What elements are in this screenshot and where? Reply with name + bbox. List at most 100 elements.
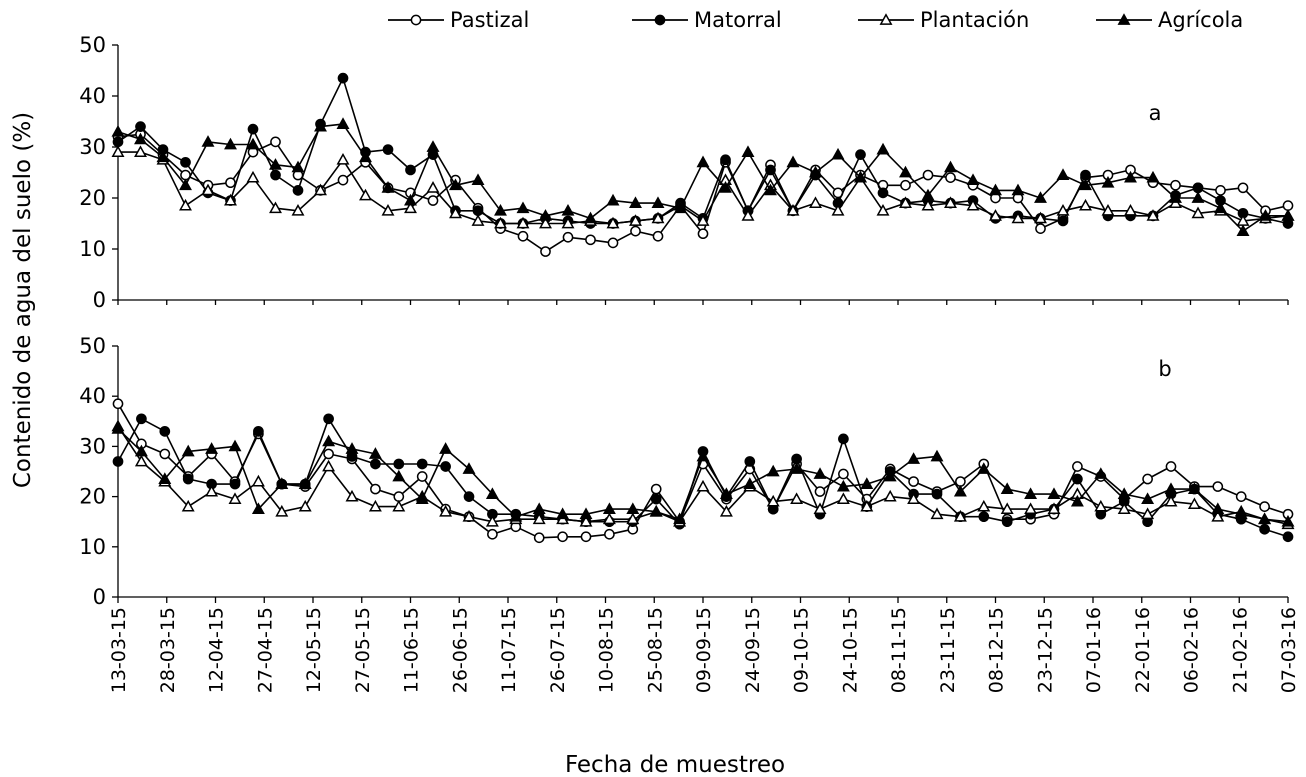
data-point [337, 72, 349, 84]
data-point [393, 458, 405, 470]
data-point [416, 471, 428, 482]
data-point [135, 121, 146, 132]
data-point [1165, 461, 1177, 472]
x-tick-label: 07-03-16 [1278, 607, 1300, 693]
data-point [626, 512, 640, 525]
data-point [607, 237, 619, 249]
data-point [269, 158, 282, 170]
data-point [1281, 209, 1295, 221]
data-point [1124, 170, 1137, 183]
data-point [224, 193, 237, 206]
series-matorral [112, 413, 1294, 543]
data-point [1281, 514, 1295, 527]
y-tick-label: 20 [79, 485, 106, 509]
data-point [228, 492, 242, 505]
data-point [134, 444, 148, 457]
y-tick-label: 10 [79, 535, 106, 559]
data-point [1237, 182, 1249, 194]
legend-label: Pastizal [450, 8, 529, 32]
x-tick-label: 23-12-15 [1034, 607, 1056, 693]
data-point [1101, 175, 1115, 188]
x-tick-label: 23-11-15 [937, 607, 959, 693]
data-point [1056, 204, 1070, 216]
data-point [415, 492, 429, 505]
data-point [463, 491, 475, 502]
data-point [650, 483, 662, 495]
series-agrícola [111, 422, 1295, 527]
data-point [156, 150, 170, 163]
series-pastizal [112, 128, 1294, 257]
data-point [1211, 502, 1225, 515]
data-point [1072, 473, 1083, 485]
legend-item-matorral: Matorral [632, 8, 782, 32]
data-point [471, 214, 485, 226]
data-point [1282, 531, 1294, 543]
x-tick-label: 09-10-15 [791, 607, 813, 693]
data-point [809, 165, 822, 178]
data-point [1192, 182, 1204, 194]
data-point [584, 211, 597, 224]
data-point [392, 499, 406, 512]
data-point [1164, 494, 1178, 507]
data-point [696, 155, 710, 168]
data-point [836, 479, 850, 492]
data-point [831, 204, 845, 216]
data-point [899, 165, 912, 178]
legend-marker [1117, 13, 1131, 25]
panel-b: 0 10 20 30 40 50 b [79, 334, 1295, 609]
series-line [117, 417, 1289, 538]
series-line [117, 77, 1289, 225]
data-point [472, 205, 484, 217]
data-point [1259, 523, 1270, 535]
x-tick-label: 06-02-16 [1181, 607, 1203, 693]
data-point [813, 502, 827, 515]
data-point [579, 514, 593, 527]
data-point [719, 181, 732, 193]
y-axis-label: Contenido de agua del suelo (%) [10, 112, 36, 488]
x-tick-label: 12-04-15 [206, 607, 228, 693]
data-point [1079, 198, 1092, 211]
data-point [292, 185, 304, 196]
data-point [539, 216, 552, 229]
data-point [860, 499, 874, 512]
data-point [1047, 487, 1061, 499]
data-point [606, 216, 620, 229]
x-tick-label: 27-05-15 [352, 607, 374, 693]
data-point [487, 528, 498, 540]
y-tick-label: 50 [79, 33, 106, 57]
data-point [1101, 204, 1115, 216]
data-point [561, 204, 575, 216]
series-pastizal [112, 398, 1294, 544]
data-point [580, 531, 592, 543]
data-point [426, 181, 440, 193]
data-point [298, 477, 312, 489]
data-point [485, 514, 499, 527]
data-point [449, 206, 462, 219]
data-point [1024, 487, 1038, 499]
data-point [134, 132, 147, 145]
data-point [159, 425, 171, 437]
data-point [509, 509, 523, 522]
data-point [922, 169, 934, 181]
data-point [766, 494, 780, 507]
data-point [314, 119, 327, 132]
legend-item-plantación: Plantación [858, 8, 1029, 32]
data-point [741, 209, 755, 221]
legend-marker [654, 14, 666, 26]
data-point [111, 422, 125, 434]
data-point [953, 484, 967, 497]
data-point [696, 479, 710, 492]
data-point [741, 145, 755, 158]
data-point [953, 509, 967, 522]
data-point [629, 196, 642, 209]
data-point [1282, 200, 1294, 211]
x-tick-label: 22-01-16 [1132, 607, 1154, 693]
data-point [838, 433, 849, 445]
data-point [462, 462, 476, 474]
data-point [1070, 494, 1084, 507]
data-point [921, 198, 935, 211]
data-point [652, 230, 664, 242]
x-tick-label: 24-09-15 [742, 607, 764, 693]
y-tick-label: 40 [79, 384, 106, 408]
data-point [382, 144, 394, 155]
